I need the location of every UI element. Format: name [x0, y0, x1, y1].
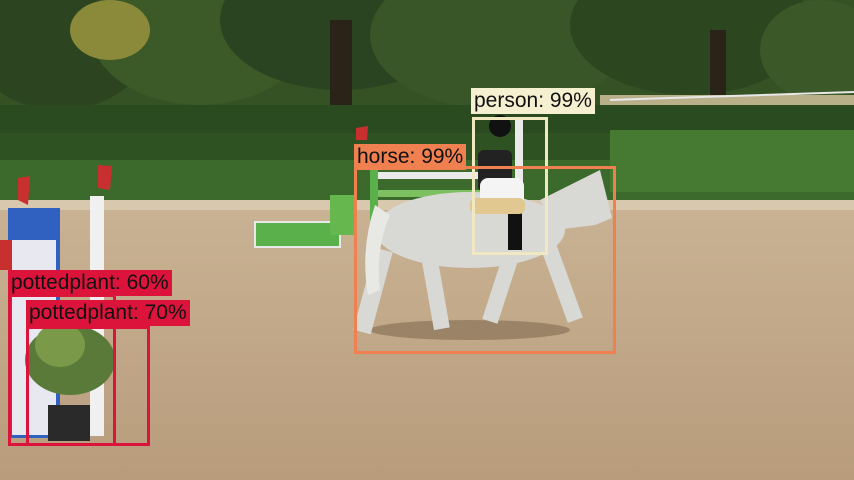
horse-detection-label: horse: 99% — [354, 144, 467, 170]
person-detection-label: person: 99% — [471, 88, 595, 114]
person-bounding-box — [472, 117, 548, 255]
horse-bounding-box — [354, 166, 616, 354]
pottedplant-70-bounding-box — [26, 326, 150, 446]
rider-figure — [470, 115, 525, 250]
pottedplant-70-detection-label: pottedplant: 70% — [26, 300, 190, 326]
pottedplant-60-detection-label: pottedplant: 60% — [8, 270, 172, 296]
